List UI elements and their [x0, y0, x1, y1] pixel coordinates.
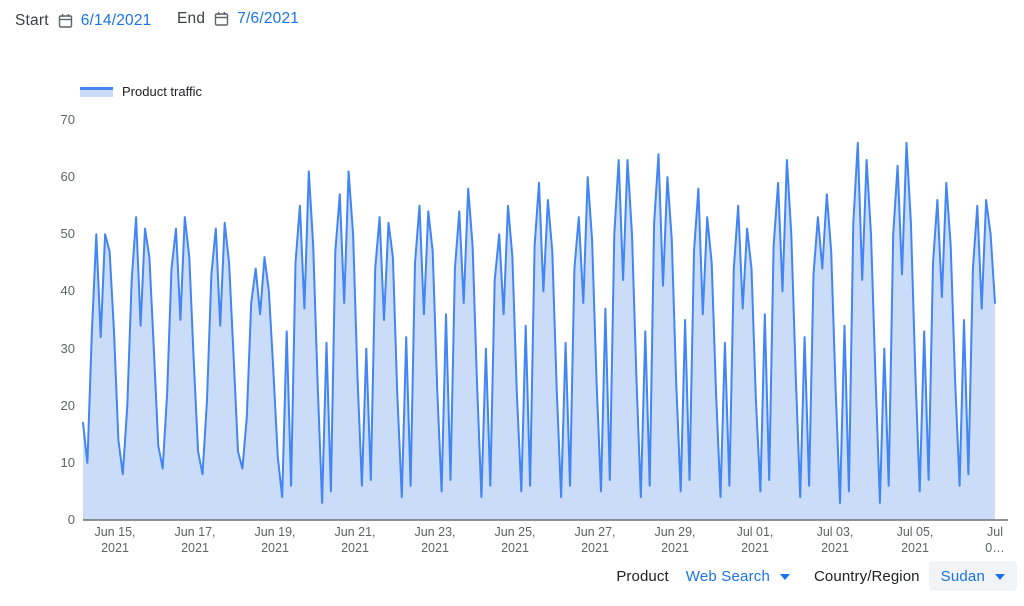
x-tick-label: Jun 19, 2021 — [254, 525, 296, 555]
calendar-icon[interactable] — [58, 13, 73, 29]
x-tick-label: Jun 27, 2021 — [574, 525, 616, 555]
product-dropdown-value: Web Search — [685, 567, 770, 585]
x-tick-label: Jun 29, 2021 — [654, 525, 696, 555]
chevron-down-icon — [780, 574, 790, 580]
chevron-down-icon — [995, 574, 1005, 580]
y-tick-label: 50 — [60, 226, 75, 242]
chart-controls: Product Web Search Country/Region Sudan — [616, 560, 1017, 592]
country-region-dropdown[interactable]: Sudan — [928, 561, 1017, 591]
y-tick-label: 0 — [67, 512, 75, 527]
x-tick-label: Jun 25, 2021 — [494, 525, 536, 555]
x-tick-label: Jun 17, 2021 — [174, 525, 216, 555]
start-date-input[interactable]: 6/14/2021 — [80, 12, 152, 29]
chart-legend: Product traffic — [80, 84, 202, 99]
y-tick-label: 30 — [60, 340, 75, 356]
product-label: Product — [616, 567, 669, 585]
y-tick-label: 20 — [60, 397, 75, 413]
end-date-input[interactable]: 7/6/2021 — [237, 10, 300, 27]
start-label: Start — [15, 12, 49, 29]
x-tick-label: Jul 03, 2021 — [816, 525, 854, 555]
area-fill — [83, 142, 995, 520]
y-tick-label: 40 — [60, 283, 75, 299]
product-dropdown[interactable]: Web Search — [686, 568, 790, 585]
legend-swatch — [80, 86, 113, 97]
date-range-bar: Start 6/14/2021 End 7/6/2021 — [15, 10, 299, 32]
y-tick-label: 60 — [60, 169, 75, 185]
x-tick-label: Jul 01, 2021 — [736, 525, 774, 555]
country-region-dropdown-value: Sudan — [940, 567, 985, 585]
x-tick-label: Jul 0… — [985, 525, 1005, 555]
x-tick-label: Jun 21, 2021 — [334, 525, 376, 555]
end-date-group: End 7/6/2021 — [177, 10, 299, 28]
calendar-icon[interactable] — [214, 11, 229, 27]
legend-label: Product traffic — [122, 84, 202, 99]
x-tick-label: Jun 15, 2021 — [94, 525, 136, 555]
country-region-label: Country/Region — [814, 567, 920, 585]
y-tick-label: 70 — [60, 112, 75, 127]
x-tick-label: Jul 05, 2021 — [896, 525, 934, 555]
start-date-group: Start 6/14/2021 — [15, 12, 152, 30]
traffic-line — [82, 141, 996, 504]
x-tick-label: Jun 23, 2021 — [414, 525, 456, 555]
end-label: End — [177, 10, 206, 27]
y-tick-label: 10 — [60, 454, 75, 470]
